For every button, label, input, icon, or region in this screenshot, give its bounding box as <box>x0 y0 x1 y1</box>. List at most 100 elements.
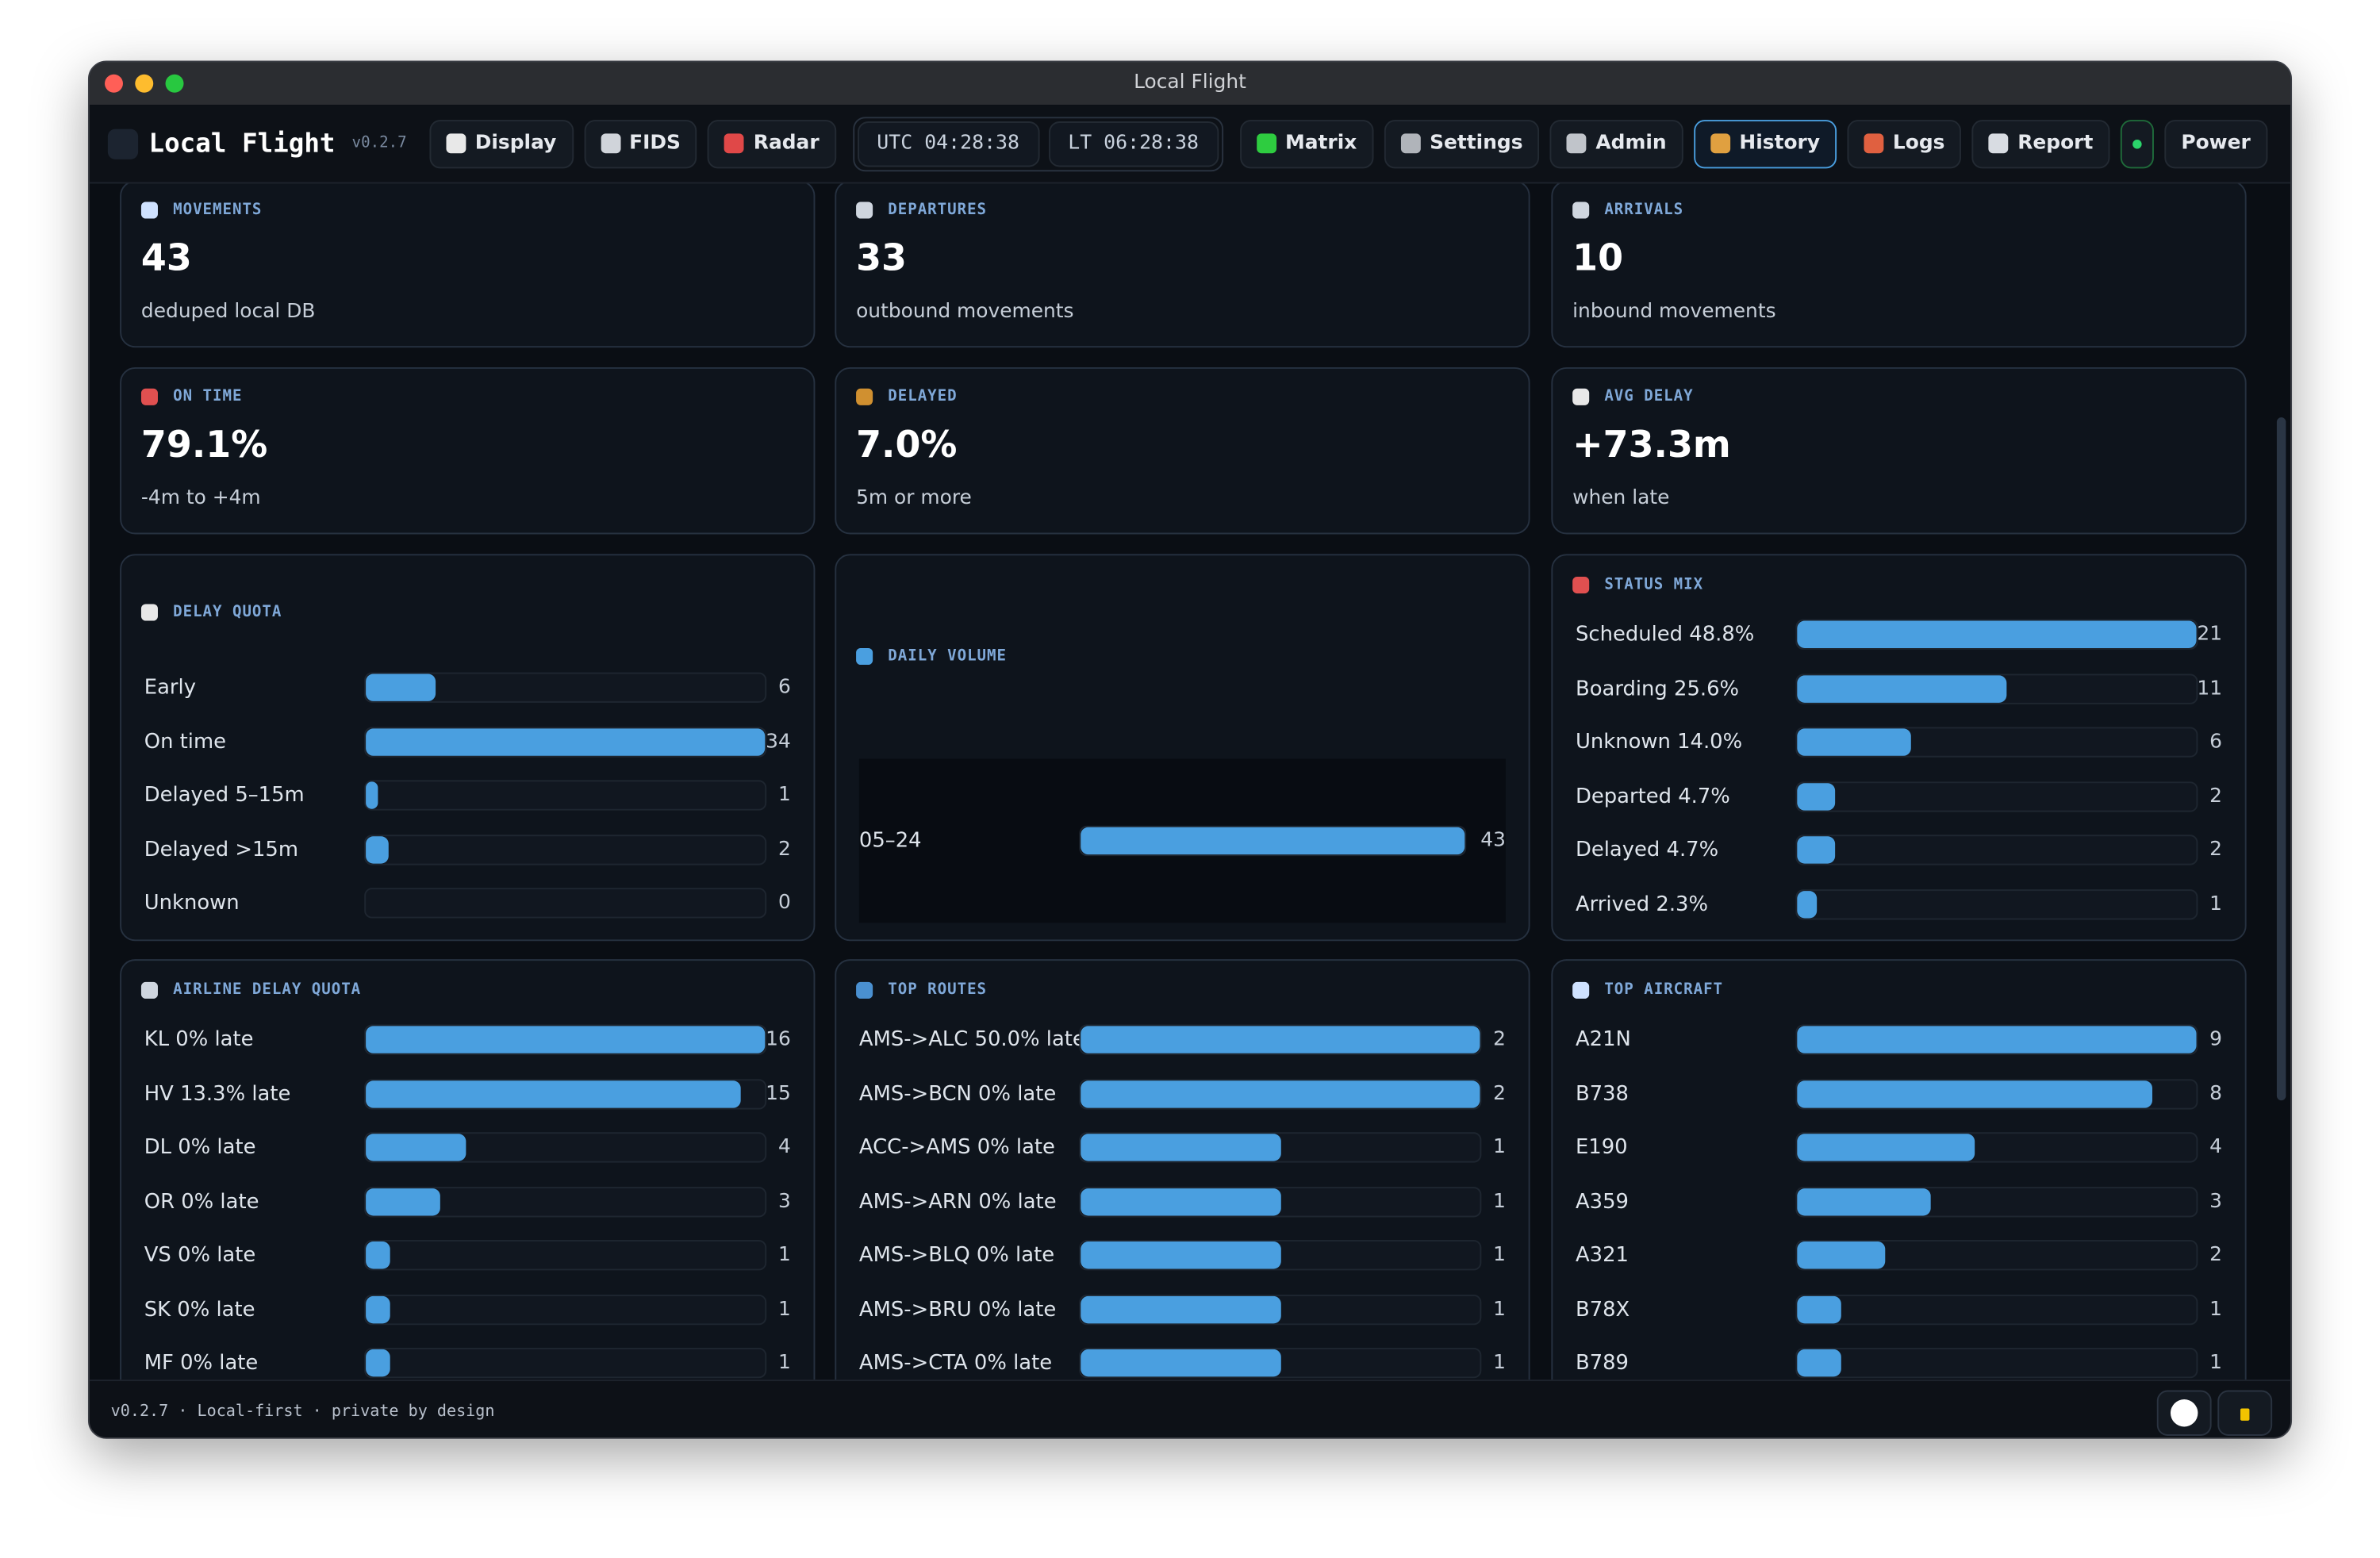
bar <box>1081 1241 1280 1269</box>
bar-value: 8 <box>2209 1082 2223 1105</box>
bar-value: 16 <box>766 1028 791 1051</box>
card-title: DEPARTURES <box>888 201 988 219</box>
bar-label: B738 <box>1575 1081 1629 1106</box>
card-label: TOP AIRCRAFT <box>1572 981 1723 999</box>
bar-track <box>364 1240 767 1271</box>
nav-button[interactable]: History <box>1694 119 1837 168</box>
nav-button[interactable]: Settings <box>1384 119 1540 168</box>
bar-value: 1 <box>1493 1351 1506 1375</box>
nav-button[interactable]: FIDS <box>583 119 697 168</box>
footer: v0.2.7 · Local-first · private by design <box>89 1380 2291 1437</box>
card-label: DEPARTURES <box>856 201 988 219</box>
bar-label: DL 0% late <box>144 1135 256 1160</box>
bar-label: OR 0% late <box>144 1189 259 1214</box>
card-icon <box>856 647 873 666</box>
chart-panel: DAILY VOLUME 05–24 43 <box>835 554 1530 942</box>
card-icon <box>856 201 873 219</box>
bar-value: 43 <box>1480 829 1506 853</box>
bar-label: Unknown 14.0% <box>1575 730 1743 754</box>
card-label: STATUS MIX <box>1572 577 1703 594</box>
bar-track <box>1795 1240 2198 1271</box>
bar-track <box>364 726 767 757</box>
bar <box>1797 620 2197 648</box>
bar-value: 2 <box>1493 1028 1506 1051</box>
bar-track <box>364 1132 767 1163</box>
stat-note: when late <box>1572 487 1670 510</box>
version: v0.2.7 <box>351 135 407 152</box>
close-button[interactable] <box>105 74 123 93</box>
bar-label: AMS->BRU 0% late <box>858 1296 1057 1322</box>
button-icon <box>1988 133 2009 154</box>
card-label: AVG DELAY <box>1572 388 1693 405</box>
stat-value: +73.3m <box>1572 423 1731 466</box>
button-label: Settings <box>1430 132 1523 155</box>
clock: LT 06:28:38 <box>1048 121 1219 167</box>
bar-label: HV 13.3% late <box>144 1081 291 1106</box>
minimize-button[interactable] <box>135 74 154 93</box>
bar <box>366 781 378 809</box>
button-label: Radar <box>753 132 820 155</box>
nav-button[interactable]: Report <box>1971 119 2110 168</box>
bar-track <box>1079 1024 1482 1055</box>
nav-button[interactable]: Matrix <box>1239 119 1374 168</box>
bar-label: Arrived 2.3% <box>1575 892 1709 916</box>
card-icon <box>1572 388 1590 405</box>
window-title: Local Flight <box>1134 71 1246 94</box>
bar-label: MF 0% late <box>144 1350 259 1376</box>
bar-label: Early <box>144 675 196 700</box>
bar-track <box>1795 1186 2198 1217</box>
bar-track <box>1079 825 1467 857</box>
bar-label: A321 <box>1575 1242 1629 1268</box>
logo <box>107 128 139 159</box>
zoom-button[interactable] <box>165 74 184 93</box>
status-indicator[interactable] <box>2120 119 2154 168</box>
bar-value: 2 <box>2209 785 2223 808</box>
nav-button[interactable]: Admin <box>1549 119 1683 168</box>
card-icon <box>140 981 158 999</box>
stat-value: 33 <box>856 236 907 280</box>
theme-button[interactable] <box>2217 1390 2273 1436</box>
bar-track <box>364 1186 767 1217</box>
bar-label: AMS->CTA 0% late <box>858 1350 1053 1376</box>
card-icon <box>1572 201 1590 219</box>
bar-value: 4 <box>777 1136 791 1159</box>
bar-label: E190 <box>1575 1135 1628 1160</box>
bar <box>1081 1188 1280 1215</box>
power-button[interactable]: Power <box>2164 119 2267 168</box>
bar-value: 1 <box>777 1243 791 1267</box>
bar-label: A21N <box>1575 1027 1631 1052</box>
card-title: TOP ROUTES <box>888 981 988 999</box>
bar <box>366 1080 740 1107</box>
bar <box>366 1349 391 1377</box>
stat-value: 79.1% <box>140 423 268 466</box>
github-button[interactable] <box>2156 1390 2212 1436</box>
stat-card: ARRIVALS 10 inbound movements <box>1551 183 2247 348</box>
card-icon <box>856 388 873 405</box>
bar <box>366 1241 391 1269</box>
button-icon <box>1256 133 1276 154</box>
bar-label: Delayed 4.7% <box>1575 838 1719 862</box>
bar-track <box>364 1347 767 1379</box>
nav-button[interactable]: Radar <box>708 119 836 168</box>
bar-value: 21 <box>2197 623 2223 647</box>
nav-button[interactable]: Display <box>429 119 574 168</box>
bar-value: 9 <box>2209 1028 2223 1051</box>
bar <box>1081 1295 1280 1323</box>
bar <box>1797 1241 1887 1269</box>
clock-group: UTC 04:28:38 LT 06:28:38 <box>852 116 1223 171</box>
bar-value: 2 <box>2209 1243 2223 1267</box>
card-icon <box>1572 981 1590 999</box>
bar-value: 1 <box>1493 1190 1506 1213</box>
bar-value: 1 <box>777 1297 791 1321</box>
chart-panel: STATUS MIX Scheduled 48.8% 21 Boarding 25.6… <box>1551 554 2247 942</box>
stat-note: inbound movements <box>1572 300 1776 324</box>
stat-card: AVG DELAY +73.3m when late <box>1551 367 2247 535</box>
bar <box>366 673 436 701</box>
nav-button[interactable]: Logs <box>1847 119 1962 168</box>
bar-track <box>1079 1347 1482 1379</box>
bar <box>1797 890 1817 918</box>
card-label: ON TIME <box>140 388 243 405</box>
bar-track <box>364 672 767 703</box>
bar <box>1797 1026 2197 1053</box>
bar-track <box>1795 1078 2198 1109</box>
